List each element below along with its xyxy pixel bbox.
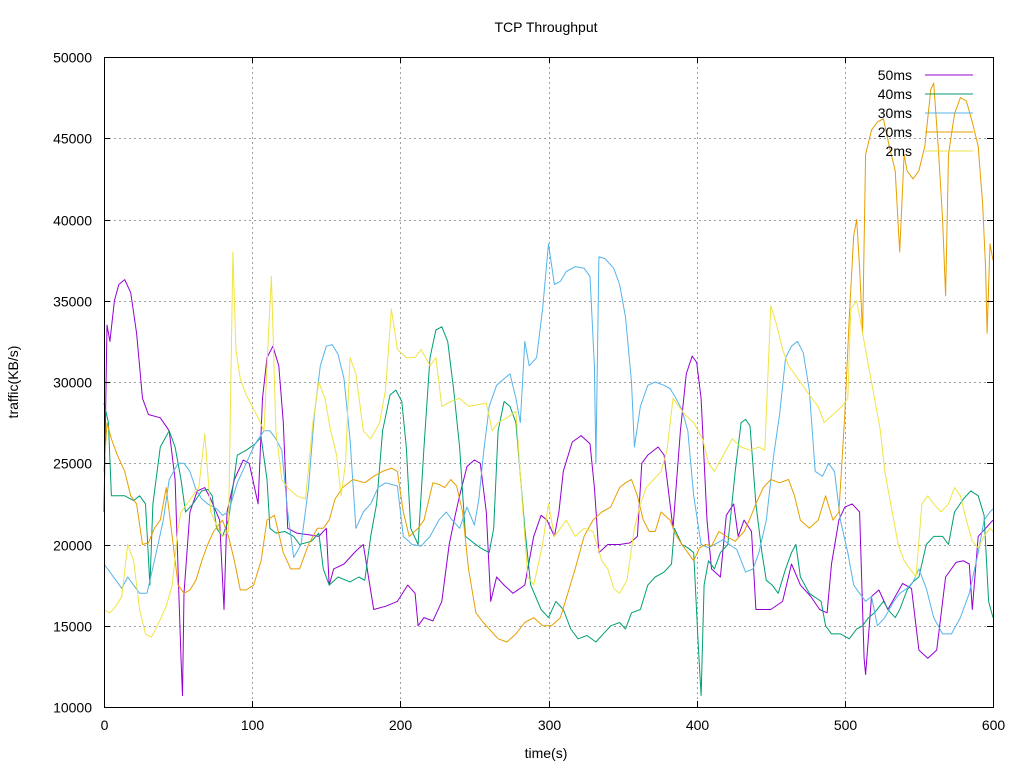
y-tick-label: 35000 bbox=[53, 294, 92, 310]
series-line-40ms bbox=[103, 326, 994, 697]
legend-item-20ms: 20ms bbox=[878, 124, 973, 140]
y-tick-label: 10000 bbox=[53, 700, 92, 716]
series-line-50ms bbox=[103, 279, 994, 697]
x-tick-label: 400 bbox=[686, 717, 710, 733]
y-tick-label: 30000 bbox=[53, 375, 92, 391]
x-tick-label: 600 bbox=[982, 717, 1006, 733]
y-axis-label: traffic(KB/s) bbox=[5, 346, 21, 419]
legend-label: 30ms bbox=[878, 105, 912, 121]
legend-item-30ms: 30ms bbox=[878, 105, 973, 121]
series-line-20ms bbox=[103, 82, 994, 643]
y-tick-label: 40000 bbox=[53, 213, 92, 229]
x-tick-label: 300 bbox=[538, 717, 562, 733]
legend-item-50ms: 50ms bbox=[878, 67, 973, 83]
series-line-30ms bbox=[103, 243, 994, 635]
series-layer bbox=[103, 82, 994, 697]
legend-label: 20ms bbox=[878, 124, 912, 140]
legend-label: 2ms bbox=[886, 143, 912, 159]
grid-layer bbox=[104, 57, 993, 707]
y-tick-label: 20000 bbox=[53, 538, 92, 554]
y-tick-label: 15000 bbox=[53, 619, 92, 635]
legend: 50ms 40ms 30ms 20ms 2ms bbox=[878, 67, 973, 159]
legend-label: 50ms bbox=[878, 67, 912, 83]
x-tick-label: 0 bbox=[101, 717, 109, 733]
x-axis-label: time(s) bbox=[525, 745, 568, 761]
legend-item-40ms: 40ms bbox=[878, 86, 973, 102]
y-tick-label: 50000 bbox=[53, 50, 92, 66]
chart-title: TCP Throughput bbox=[495, 19, 598, 35]
legend-label: 40ms bbox=[878, 86, 912, 102]
tick-layer: 10000 15000 20000 25000 30000 35000 40000 45000… bbox=[53, 50, 1005, 734]
y-tick-label: 25000 bbox=[53, 456, 92, 472]
y-tick-label: 45000 bbox=[53, 131, 92, 147]
x-tick-label: 200 bbox=[389, 717, 413, 733]
series-line-2ms bbox=[103, 251, 994, 638]
x-tick-label: 500 bbox=[834, 717, 858, 733]
legend-item-2ms: 2ms bbox=[886, 143, 973, 159]
x-tick-label: 100 bbox=[241, 717, 265, 733]
